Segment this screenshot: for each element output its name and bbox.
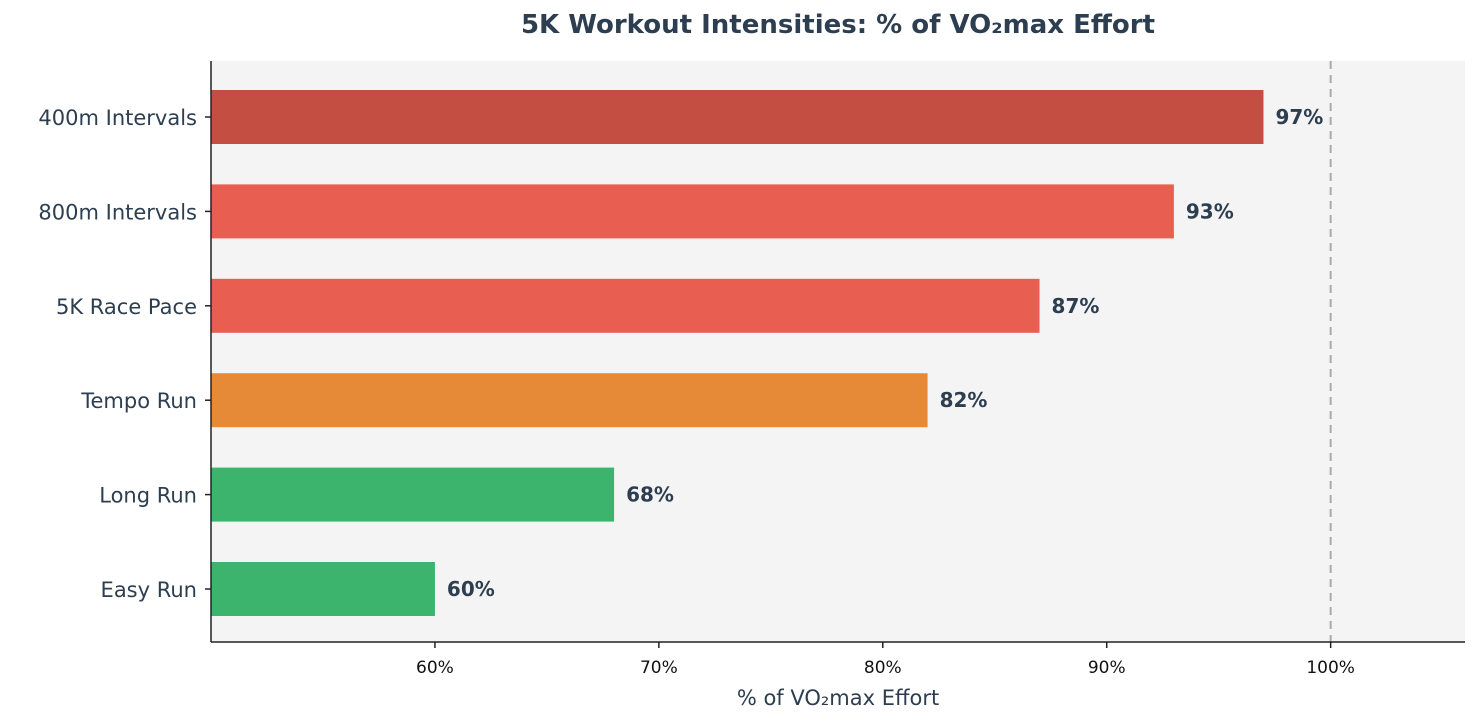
value-label-0: 97% [1275,105,1323,129]
x-tick-label-3: 90% [1088,658,1126,678]
bar-1 [211,184,1174,239]
bar-5 [211,562,435,616]
y-ticks-group: 400m Intervals 800m Intervals 5K Race Pace… [38,106,211,602]
x-ticks-group: 60% 70% 80% 90% 100% [416,642,1355,678]
category-label-1: 800m Intervals [38,200,197,224]
chart-title: 5K Workout Intensities: % of VO₂max Effo… [520,10,1156,40]
category-label-3: Tempo Run [80,389,197,413]
value-label-5: 60% [447,577,495,601]
category-label-0: 400m Intervals [38,106,197,130]
bar-3 [211,373,928,428]
value-label-2: 87% [1052,294,1100,318]
value-label-4: 68% [626,483,674,507]
bar-4 [211,467,615,522]
bar-2 [211,278,1040,333]
plot-background [211,61,1465,642]
category-label-2: 5K Race Pace [56,295,197,319]
category-label-4: Long Run [99,484,197,508]
value-label-3: 82% [940,388,988,412]
value-label-1: 93% [1186,199,1234,223]
x-tick-label-0: 60% [416,658,454,678]
x-tick-label-1: 70% [640,658,678,678]
value-labels-group: 97% 93% 87% 82% 68% 60% [447,105,1323,601]
x-tick-label-4: 100% [1306,658,1355,678]
x-axis-title: % of VO₂max Effort [737,686,939,710]
bars-group [211,90,1264,616]
category-label-5: Easy Run [101,578,197,602]
bar-0 [211,90,1264,144]
x-tick-label-2: 80% [864,658,902,678]
